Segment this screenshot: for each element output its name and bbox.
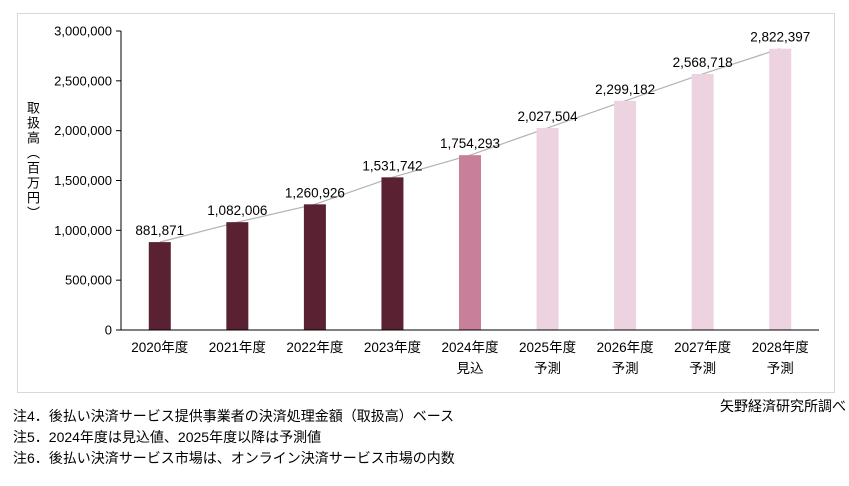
value-label-2021年度: 1,082,006: [207, 203, 267, 218]
bar-2022年度: [303, 204, 326, 330]
source-attribution: 矢野経済研究所調べ: [720, 398, 846, 414]
bar-2021年度: [226, 222, 249, 330]
x-axis-label-2022年度: 2022年度: [286, 340, 343, 355]
bar-2026年度: [614, 100, 637, 330]
bar-2023年度: [381, 177, 404, 330]
value-label-2025年度: 2,027,504: [518, 109, 579, 124]
y-axis-title: 取扱高（百万円）: [25, 101, 40, 221]
y-axis-tick-label: 0: [105, 323, 112, 338]
x-axis-label-2025年度: 2025年度: [519, 340, 576, 355]
y-axis-tick-label: 1,500,000: [54, 173, 112, 188]
value-label-2022年度: 1,260,926: [285, 185, 345, 200]
value-label-2024年度: 1,754,293: [440, 136, 500, 151]
y-axis-tick-label: 2,000,000: [54, 123, 112, 138]
bar-chart: 0 500,000 1,000,000 1,500,000 2,000,000 2,500…: [54, 24, 819, 376]
x-axis-label-2023年度: 2023年度: [364, 340, 421, 355]
value-label-2028年度: 2,822,397: [750, 30, 810, 45]
bar-2020年度: [148, 242, 171, 330]
x-axis-sublabel-2024年度: 見込: [457, 361, 484, 376]
x-axis-label-2027年度: 2027年度: [674, 340, 731, 355]
bar-2027年度: [691, 73, 714, 330]
x-axis-sublabel-2027年度: 予測: [689, 361, 716, 376]
note-line-5: 注5．2024年度は見込値、2025年度以降は予測値: [13, 429, 322, 445]
value-label-2020年度: 881,871: [135, 223, 184, 238]
value-label-2026年度: 2,299,182: [595, 82, 655, 97]
x-axis-label-2021年度: 2021年度: [209, 340, 266, 355]
y-axis-tick-label: 2,500,000: [54, 73, 112, 88]
note-line-4: 注4．後払い決済サービス提供事業者の決済処理金額（取扱高）ベース: [13, 408, 455, 424]
x-axis-label-2020年度: 2020年度: [131, 340, 188, 355]
chart-notes: 注4．後払い決済サービス提供事業者の決済処理金額（取扱高）ベース 注5．2024…: [13, 406, 455, 469]
x-axis-sublabel-2025年度: 予測: [534, 361, 561, 376]
bar-2028年度: [769, 48, 792, 330]
x-axis-sublabel-2026年度: 予測: [612, 361, 639, 376]
y-axis-tick-label: 3,000,000: [54, 24, 112, 39]
value-label-2027年度: 2,568,718: [673, 55, 733, 70]
x-axis-label-2024年度: 2024年度: [441, 340, 498, 355]
value-label-2023年度: 1,531,742: [362, 158, 422, 173]
x-axis-sublabel-2028年度: 予測: [767, 361, 794, 376]
x-axis-label-2026年度: 2026年度: [597, 340, 654, 355]
y-axis-tick-label: 500,000: [65, 273, 112, 288]
y-axis-tick-label: 1,000,000: [54, 223, 112, 238]
x-axis-label-2028年度: 2028年度: [752, 340, 809, 355]
chart-frame: 取扱高（百万円） 0 500,000 1,000,000 1,500,000 2,000…: [17, 13, 835, 393]
note-line-6: 注6．後払い決済サービス市場は、オンライン決済サービス市場の内数: [13, 450, 455, 466]
bar-2025年度: [536, 127, 559, 330]
bar-2024年度: [459, 155, 481, 330]
